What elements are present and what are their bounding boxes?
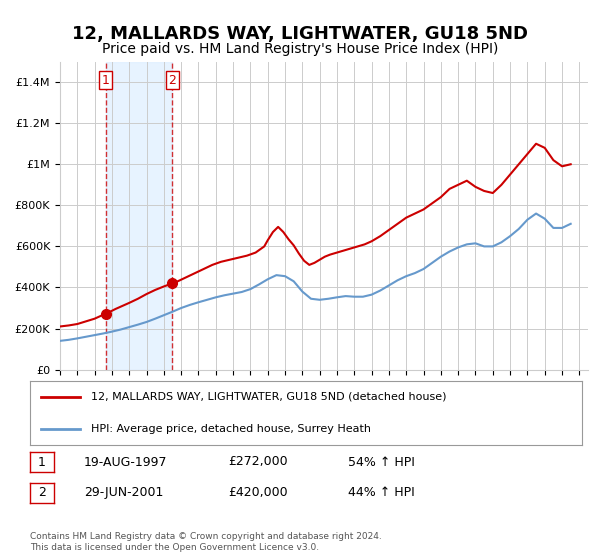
Text: 1: 1 [101, 74, 109, 87]
Bar [106, 62, 172, 370]
Text: £420,000: £420,000 [228, 486, 287, 500]
Text: 19-AUG-1997: 19-AUG-1997 [84, 455, 167, 469]
Text: 2: 2 [38, 486, 46, 500]
Text: 12, MALLARDS WAY, LIGHTWATER, GU18 5ND (detached house): 12, MALLARDS WAY, LIGHTWATER, GU18 5ND (… [91, 392, 446, 402]
Text: 44% ↑ HPI: 44% ↑ HPI [348, 486, 415, 500]
Text: 2: 2 [169, 74, 176, 87]
Text: 12, MALLARDS WAY, LIGHTWATER, GU18 5ND: 12, MALLARDS WAY, LIGHTWATER, GU18 5ND [72, 25, 528, 43]
Text: 1: 1 [38, 455, 46, 469]
Text: £272,000: £272,000 [228, 455, 287, 469]
Text: Contains HM Land Registry data © Crown copyright and database right 2024.
This d: Contains HM Land Registry data © Crown c… [30, 532, 382, 552]
Text: Price paid vs. HM Land Registry's House Price Index (HPI): Price paid vs. HM Land Registry's House … [102, 42, 498, 56]
Text: HPI: Average price, detached house, Surrey Heath: HPI: Average price, detached house, Surr… [91, 424, 371, 434]
Text: 29-JUN-2001: 29-JUN-2001 [84, 486, 163, 500]
Text: 54% ↑ HPI: 54% ↑ HPI [348, 455, 415, 469]
